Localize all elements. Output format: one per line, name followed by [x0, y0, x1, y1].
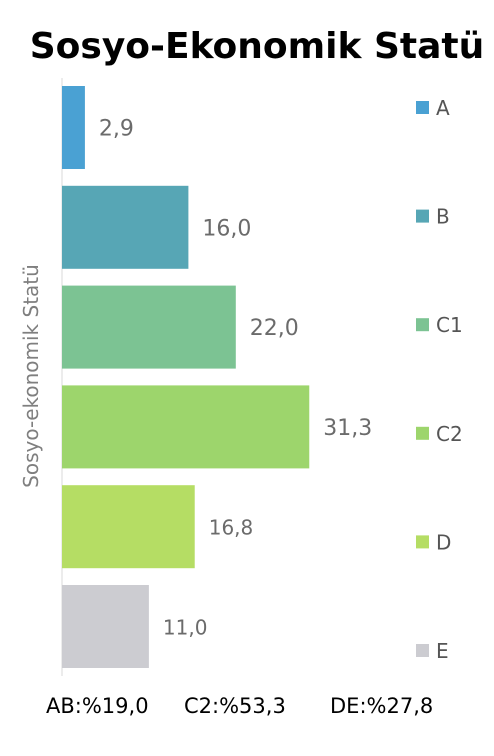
y-axis-label: Sosyo-ekonomik Statü	[19, 264, 43, 488]
footer-annotation-de: DE:%27,8	[330, 694, 433, 718]
legend-swatch-d	[416, 535, 429, 549]
value-labels: 2,9 16,0 22,0 31,3 16,8 11,0	[99, 117, 372, 640]
bar-d	[62, 485, 195, 569]
legend: A B C1 C2 D E	[416, 96, 463, 663]
value-label-c1: 22,0	[250, 316, 299, 341]
value-label-c2: 31,3	[323, 416, 372, 441]
footer-annotation-c2: C2:%53,3	[184, 694, 286, 718]
legend-label-e: E	[436, 639, 449, 663]
bar-e	[62, 585, 149, 668]
legend-label-d: D	[436, 530, 451, 554]
value-label-d: 16,8	[209, 516, 254, 540]
bar-c2	[62, 385, 310, 469]
bar-c1	[62, 285, 236, 369]
value-label-a: 2,9	[99, 117, 134, 142]
legend-label-c2: C2	[436, 422, 463, 446]
chart-title: Sosyo-Ekonomik Statü	[30, 26, 484, 67]
footer-annotations: AB:%19,0 C2:%53,3 DE:%27,8	[46, 694, 433, 718]
legend-swatch-a	[416, 101, 429, 114]
legend-label-b: B	[436, 205, 450, 229]
value-label-b: 16,0	[202, 216, 251, 241]
legend-swatch-c1	[416, 318, 429, 332]
legend-swatch-b	[416, 209, 429, 223]
bar-b	[62, 185, 189, 269]
legend-swatch-e	[416, 644, 429, 657]
legend-swatch-c2	[416, 426, 429, 440]
bar-a	[62, 86, 85, 169]
value-label-e: 11,0	[163, 616, 208, 640]
legend-label-c1: C1	[436, 313, 463, 337]
legend-label-a: A	[436, 96, 450, 120]
footer-annotation-ab: AB:%19,0	[46, 694, 149, 718]
bars	[62, 86, 310, 668]
